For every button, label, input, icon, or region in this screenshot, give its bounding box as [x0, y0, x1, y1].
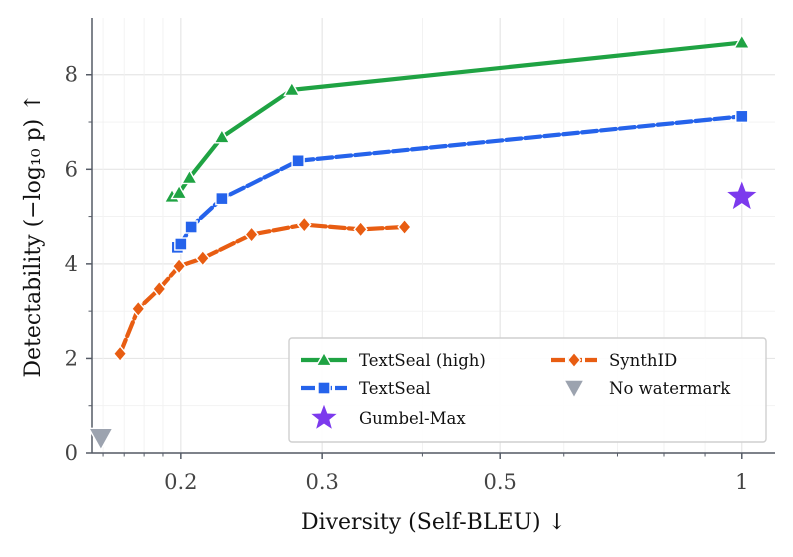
- legend-label: SynthID: [609, 351, 677, 370]
- data-point: [170, 184, 188, 200]
- data-point: [244, 225, 259, 244]
- data-point: [735, 109, 749, 124]
- series-2: [723, 178, 760, 212]
- y-tick-label: 2: [65, 346, 78, 370]
- y-tick-label: 6: [65, 157, 78, 181]
- data-point: [213, 128, 231, 144]
- legend-item-4: No watermark: [562, 379, 731, 400]
- data-point: [195, 249, 211, 267]
- x-axis-label: Diversity (Self-BLEU) ↓: [301, 510, 566, 535]
- data-point: [184, 220, 198, 234]
- x-tick-label: 1: [735, 470, 748, 494]
- x-tick-label: 0.5: [483, 470, 516, 494]
- data-point: [171, 257, 187, 275]
- data-point: [87, 427, 115, 452]
- series-line: [169, 40, 744, 199]
- legend-marker: [317, 381, 331, 395]
- data-point: [733, 33, 751, 49]
- data-point: [174, 237, 188, 251]
- y-tick-label: 0: [65, 441, 78, 465]
- x-tick-label: 0.2: [164, 470, 197, 494]
- y-tick-label: 4: [65, 252, 78, 276]
- series-0: [163, 33, 751, 204]
- legend-item-1: TextSeal: [301, 379, 431, 398]
- legend-item-2: Gumbel-Max: [308, 401, 466, 432]
- legend-marker: [566, 351, 582, 369]
- legend-label: TextSeal (high): [359, 351, 486, 370]
- data-point: [397, 218, 412, 236]
- series-line: [175, 114, 744, 250]
- plot-series: [87, 33, 760, 452]
- legend-item-3: SynthID: [551, 351, 677, 370]
- legend-marker: [315, 351, 333, 367]
- legend: TextSeal (high) TextSeal Gumbel-Max SynthID…: [288, 337, 767, 443]
- data-point: [291, 154, 305, 168]
- data-point: [283, 80, 301, 97]
- legend-marker: [562, 379, 586, 400]
- y-axis-label: Detectability (−log₁₀ p) ↑: [21, 93, 46, 377]
- data-point: [215, 191, 229, 206]
- legend-marker: [308, 401, 340, 432]
- data-point: [130, 300, 146, 318]
- data-point: [296, 216, 312, 234]
- legend-item-0: TextSeal (high): [301, 351, 486, 370]
- series-3: [112, 216, 412, 363]
- x-tick-label: 0.3: [305, 470, 338, 494]
- data-point: [353, 220, 368, 238]
- axes: 0 2 4 6 8 0.2 0.3 0.5 1: [65, 18, 775, 494]
- series-4: [87, 427, 115, 452]
- data-point: [151, 280, 167, 298]
- data-point: [723, 178, 760, 212]
- legend-label: No watermark: [609, 379, 731, 398]
- data-point: [180, 168, 199, 185]
- legend-label: Gumbel-Max: [359, 409, 466, 428]
- series-1: [170, 109, 749, 255]
- legend-frame: [288, 337, 767, 443]
- data-point: [112, 345, 128, 363]
- legend-label: TextSeal: [359, 379, 431, 398]
- y-tick-label: 8: [65, 63, 78, 87]
